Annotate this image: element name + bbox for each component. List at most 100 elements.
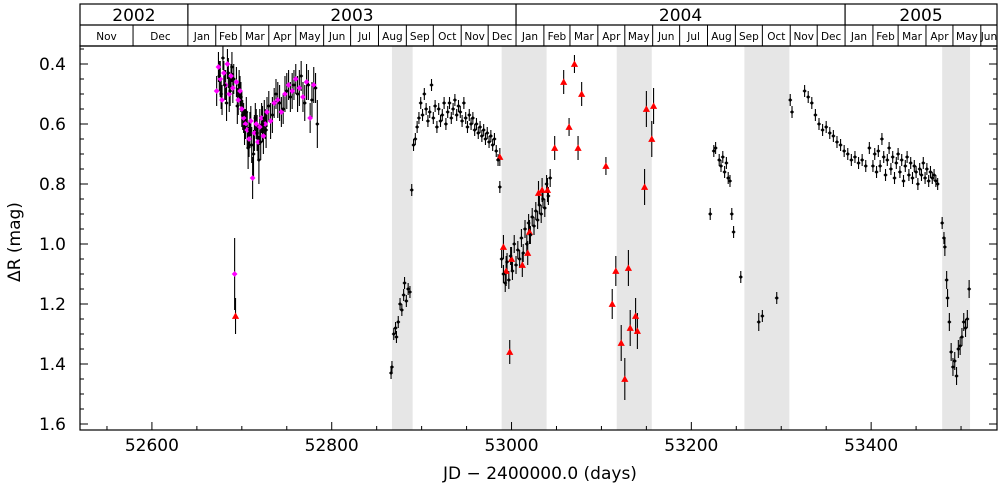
month-label: Feb (876, 31, 895, 43)
data-point (842, 148, 847, 154)
data-point (896, 151, 901, 157)
data-point (440, 112, 445, 118)
data-point (922, 175, 928, 181)
month-label: Jun (980, 31, 997, 43)
data-point (220, 70, 227, 76)
data-point (756, 319, 761, 325)
year-label: 2002 (112, 6, 155, 26)
data-point (518, 261, 526, 268)
data-point (612, 267, 620, 274)
data-point (521, 250, 526, 256)
data-point (760, 313, 765, 319)
data-point (956, 346, 961, 352)
month-label: Jan (521, 31, 538, 43)
month-label: May (956, 31, 978, 43)
data-point (890, 154, 895, 160)
month-label: Nov (464, 31, 485, 43)
data-point (307, 115, 314, 121)
data-point (388, 370, 394, 376)
data-point (624, 264, 633, 271)
data-point (300, 94, 306, 100)
month-label: Jan (193, 31, 210, 43)
data-point (427, 109, 432, 115)
data-point (413, 136, 418, 142)
data-point (621, 375, 629, 382)
data-point (531, 223, 537, 229)
x-tick-label: 53000 (484, 436, 538, 456)
data-point (901, 178, 906, 184)
data-point (949, 349, 954, 355)
data-point (470, 115, 475, 121)
data-point (247, 118, 254, 124)
month-label: Nov (96, 31, 117, 43)
data-point (270, 112, 275, 118)
data-point (965, 316, 970, 322)
data-point (878, 163, 883, 169)
data-point (863, 163, 868, 169)
data-point (915, 181, 920, 187)
data-point (945, 295, 950, 301)
y-tick-label: 1.4 (39, 355, 66, 375)
data-point (217, 73, 222, 79)
month-label: Aug (711, 31, 732, 43)
data-point (467, 112, 472, 118)
data-point (526, 220, 531, 226)
month-label: Jun (328, 31, 345, 43)
data-point (718, 163, 724, 169)
data-point (281, 106, 286, 112)
month-label: Jan (850, 31, 867, 43)
data-point (824, 124, 829, 130)
data-point (220, 55, 226, 61)
data-point (820, 127, 825, 133)
data-point (926, 178, 931, 184)
data-point (393, 325, 398, 331)
data-point (570, 60, 579, 67)
shaded-band (391, 46, 413, 430)
data-point (231, 312, 240, 319)
data-point (802, 88, 807, 94)
data-point (396, 319, 401, 325)
data-point (924, 166, 929, 172)
data-point (899, 157, 904, 163)
data-point (399, 307, 404, 313)
data-point (508, 253, 513, 259)
data-point (231, 271, 238, 277)
data-point (277, 100, 282, 106)
data-point (908, 160, 913, 166)
data-point (217, 76, 224, 82)
data-point (472, 127, 477, 133)
data-point (897, 169, 903, 175)
month-label: Oct (438, 31, 456, 43)
data-point (442, 100, 447, 106)
data-point (224, 61, 231, 67)
data-point (237, 88, 243, 94)
data-point (543, 186, 552, 193)
data-point (513, 262, 519, 268)
data-point (260, 121, 265, 127)
data-point (942, 244, 947, 250)
data-point (738, 274, 743, 280)
y-tick-label: 0.8 (39, 175, 66, 195)
data-point (456, 103, 461, 109)
data-point (952, 358, 957, 364)
data-point (481, 127, 486, 133)
data-point (486, 139, 492, 145)
data-point (404, 298, 409, 304)
data-point (950, 364, 956, 370)
data-point (963, 325, 968, 331)
data-point (452, 97, 457, 103)
data-point (522, 226, 528, 232)
month-label: Sep (410, 31, 430, 43)
x-tick-label: 52600 (125, 436, 179, 456)
data-point (502, 267, 510, 274)
data-point (503, 280, 508, 286)
data-point (944, 277, 949, 283)
data-point (401, 292, 406, 298)
data-point (229, 85, 236, 91)
data-point (246, 136, 252, 142)
data-point (534, 189, 543, 196)
data-point (933, 178, 938, 184)
data-point (867, 145, 872, 151)
month-label: Feb (219, 31, 238, 43)
month-label: Nov (793, 31, 814, 43)
